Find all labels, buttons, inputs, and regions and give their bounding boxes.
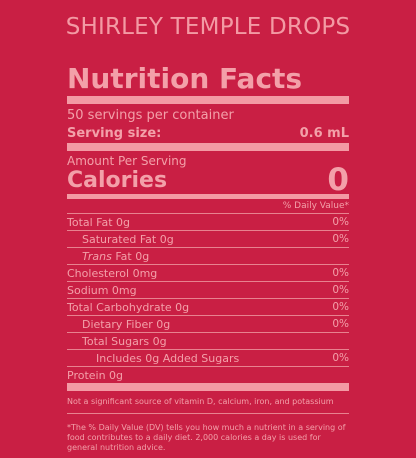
product-title: SHIRLEY TEMPLE DROPS: [65, 14, 351, 40]
nutrient-row-protein: Protein 0g: [67, 367, 349, 383]
serving-size-row: Serving size: 0.6 mL: [67, 124, 349, 143]
nutrient-row-total-fat: Total Fat 0g 0%: [67, 214, 349, 230]
nutrient-name: Total Carbohydrate 0g: [67, 300, 190, 314]
daily-value-header: % Daily Value*: [282, 201, 349, 211]
nutrient-row-total-carbohydrate: Total Carbohydrate 0g 0%: [67, 299, 349, 315]
nutrient-name: Cholesterol 0mg: [67, 266, 158, 280]
trans-rest: Fat 0g: [111, 249, 150, 263]
serving-divider: [67, 143, 349, 151]
nutrition-facts-heading: Nutrition Facts: [67, 62, 303, 95]
rule: [67, 230, 349, 231]
calories-label: Calories: [67, 167, 168, 193]
nutrient-pct: 0%: [332, 267, 349, 279]
serving-size-value: 0.6 mL: [299, 126, 349, 141]
rule: [67, 349, 349, 350]
nutrient-row-sodium: Sodium 0mg 0%: [67, 282, 349, 298]
nutrient-name: Sodium 0mg: [67, 283, 137, 297]
nutrient-pct: 0%: [332, 301, 349, 313]
rule: [67, 413, 349, 414]
calories-value: 0: [327, 162, 349, 198]
protein-divider: [67, 383, 349, 391]
nutrient-name: Saturated Fat 0g: [82, 232, 174, 246]
nutrient-name: Dietary Fiber 0g: [82, 317, 171, 331]
rule: [67, 281, 349, 282]
nutrient-pct: 0%: [332, 216, 349, 228]
nutrient-name: Protein 0g: [67, 368, 124, 382]
nutrient-name: Total Fat 0g: [67, 215, 131, 229]
rule: [67, 264, 349, 265]
amount-per-serving: Amount Per Serving: [67, 154, 187, 168]
calories-divider: [67, 194, 349, 199]
rule: [67, 213, 349, 214]
rule: [67, 315, 349, 316]
nutrient-row-saturated-fat: Saturated Fat 0g 0%: [67, 231, 349, 247]
nutrient-row-dietary-fiber: Dietary Fiber 0g 0%: [67, 316, 349, 332]
daily-value-footnote: *The % Daily Value (DV) tells you how mu…: [67, 423, 346, 452]
servings-per-container: 50 servings per container: [67, 106, 349, 124]
nutrient-pct: 0%: [332, 233, 349, 245]
serving-size-label: Serving size:: [67, 126, 162, 141]
nutrient-pct: 0%: [332, 318, 349, 330]
rule: [67, 247, 349, 248]
nutrient-row-cholesterol: Cholesterol 0mg 0%: [67, 265, 349, 281]
nutrient-pct: 0%: [332, 352, 349, 364]
trans-italic: Trans: [82, 249, 112, 263]
rule: [67, 332, 349, 333]
nutrient-name: Trans Fat 0g: [67, 250, 149, 263]
nutrient-name: Includes 0g Added Sugars: [96, 351, 240, 365]
rule: [67, 298, 349, 299]
nutrient-pct: 0%: [332, 284, 349, 296]
rule: [67, 366, 349, 367]
calories-row: Calories 0: [67, 162, 349, 198]
nutrient-name: Total Sugars 0g: [82, 334, 167, 348]
heading-divider: [67, 96, 349, 104]
not-significant-note: Not a significant source of vitamin D, c…: [67, 397, 334, 406]
nutrient-row-trans-fat: Trans Fat 0g: [67, 248, 349, 264]
nutrition-facts-panel: Nutrition Facts 50 servings per containe…: [67, 62, 349, 453]
nutrient-row-added-sugars: Includes 0g Added Sugars 0%: [67, 350, 349, 366]
servings-text: 50 servings per container: [67, 107, 234, 123]
nutrient-row-total-sugars: Total Sugars 0g: [67, 333, 349, 349]
